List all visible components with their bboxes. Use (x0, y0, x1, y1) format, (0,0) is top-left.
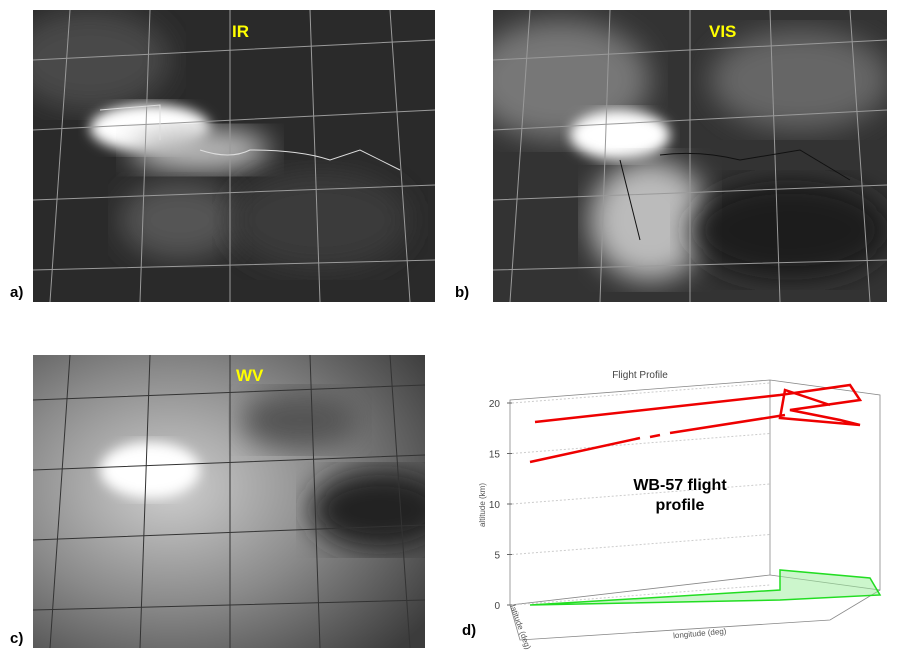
panel-label: c) (10, 630, 23, 647)
y-tick-label: 10 (489, 500, 501, 511)
grid-line (511, 382, 771, 404)
annotation: profile (656, 497, 705, 514)
panel-label: a) (10, 284, 23, 301)
plot-title: Flight Profile (612, 370, 668, 381)
y-tick-label: 5 (494, 551, 500, 562)
panel-label: d) (462, 622, 476, 639)
grid-line (511, 483, 771, 505)
wv-image (33, 355, 425, 648)
grid-line (511, 433, 771, 454)
ir-image (33, 10, 435, 302)
grid-line (511, 584, 771, 606)
panel-title: WV (236, 366, 264, 385)
y-axis-label: altitude (km) (478, 483, 487, 527)
vis-image (493, 10, 887, 302)
y-tick-label: 0 (494, 601, 500, 612)
y-tick-label: 15 (489, 450, 501, 461)
flight-track (529, 383, 882, 606)
y-tick-label: 20 (489, 399, 501, 410)
grid-line (511, 534, 771, 555)
panel-label: b) (455, 284, 469, 301)
panel-title: VIS (709, 22, 736, 41)
z-axis-label: latitude (deg) (508, 604, 533, 651)
x-axis-label: longitude (deg) (673, 627, 727, 641)
panel-title: IR (232, 22, 249, 41)
annotation: WB-57 flight (633, 477, 727, 494)
